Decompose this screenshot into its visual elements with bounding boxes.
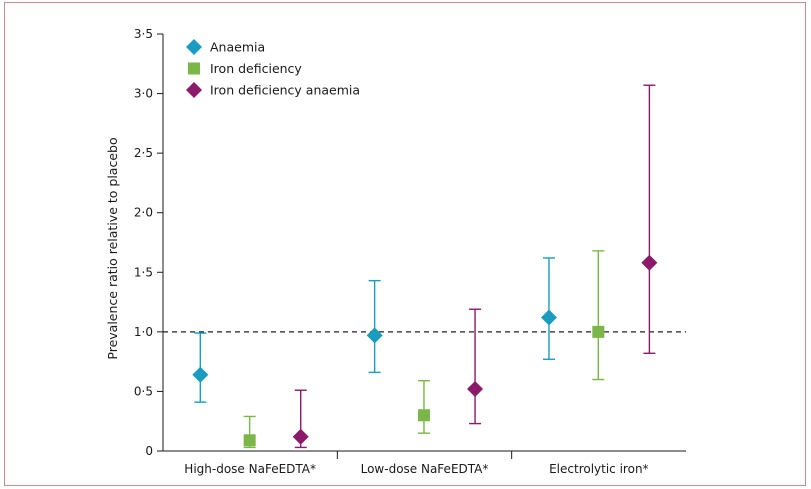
legend-iron-deficiency-anaemia-label: Iron deficiency anaemia [210,83,360,98]
y-tick-label: 1·5 [134,265,153,279]
y-axis-title: Prevalence ratio relative to placebo [105,137,120,359]
legend: Anaemia Iron deficiency Iron deficiency an… [186,39,360,98]
x-category-label: Electrolytic iron* [549,462,648,476]
y-tick-label: 1·0 [134,325,153,339]
legend-iron-deficiency-marker [188,62,200,75]
iron-deficiency-anaemia-point [292,428,309,445]
iron-deficiency-point [243,434,256,447]
axes: 0 0·5 1·0 1·5 2·0 2·5 3·0 3·5 High-dose NaFeEDTA… [105,27,686,476]
legend-anaemia-label: Anaemia [210,40,265,55]
legend-anaemia-marker [186,39,202,55]
y-tick-label: 0·5 [134,384,153,398]
legend-iron-deficiency-anaemia-marker [186,82,202,98]
y-tick-label: 3·0 [134,87,153,101]
y-tick-label: 0 [145,444,153,458]
legend-iron-deficiency-label: Iron deficiency [210,61,302,76]
y-tick-label: 3·5 [134,27,153,41]
iron-deficiency-point [592,325,605,338]
iron-deficiency-anaemia-point [467,381,484,398]
anaemia-point [540,309,557,326]
y-tick-label: 2·5 [134,146,153,160]
x-category-label: High-dose NaFeEDTA* [184,462,316,476]
iron-deficiency-anaemia-point [641,254,658,271]
anaemia-point [192,366,209,383]
data-marks [192,84,658,449]
iron-deficiency-point [417,409,430,422]
x-category-label: Low-dose NaFeEDTA* [361,462,489,476]
figure-frame [4,2,806,486]
y-tick-label: 2·0 [134,206,153,220]
anaemia-point [366,327,383,344]
